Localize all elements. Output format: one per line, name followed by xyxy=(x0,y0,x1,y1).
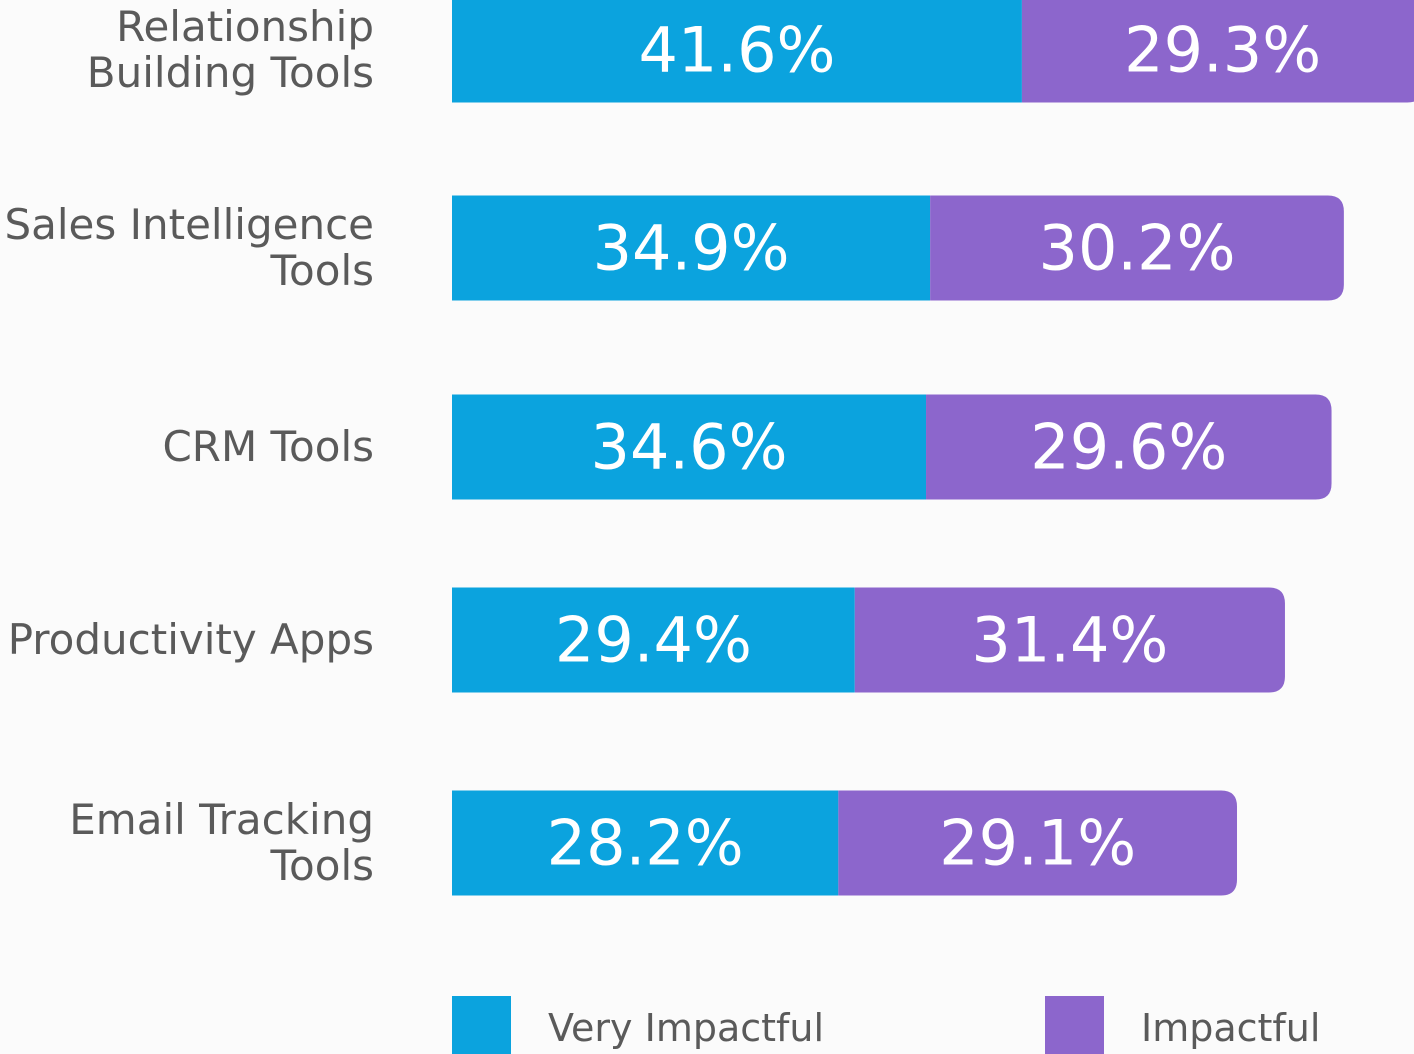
category-label: Sales Intelligence Tools xyxy=(4,200,374,295)
legend-swatch xyxy=(452,996,511,1054)
legend-label: Very Impactful xyxy=(548,1006,824,1050)
value-label: 28.2% xyxy=(547,807,744,880)
bar-segment xyxy=(452,394,927,500)
bar-segment xyxy=(452,195,931,301)
value-label: 41.6% xyxy=(638,14,835,87)
bar-segment xyxy=(452,587,855,693)
bar-segment xyxy=(452,0,1022,103)
value-label: 30.2% xyxy=(1039,212,1236,285)
bar-segment xyxy=(854,587,1285,693)
bar-segment xyxy=(452,790,839,896)
legend-label: Impactful xyxy=(1141,1006,1320,1050)
category-label: Relationship Building Tools xyxy=(86,2,374,97)
value-label: 34.9% xyxy=(593,212,790,285)
category-label: Productivity Apps xyxy=(7,615,374,664)
value-label: 29.3% xyxy=(1124,14,1321,87)
legend-swatch xyxy=(1045,996,1104,1054)
bar-segment xyxy=(930,195,1344,301)
bar-segment xyxy=(838,790,1238,896)
category-label: Email Tracking Tools xyxy=(69,795,374,890)
category-label: CRM Tools xyxy=(162,422,374,471)
value-label: 29.1% xyxy=(939,807,1136,880)
bar-segment xyxy=(1021,0,1414,103)
bar-segment xyxy=(926,394,1332,500)
value-label: 29.4% xyxy=(555,604,752,677)
value-label: 29.6% xyxy=(1030,411,1227,484)
value-label: 34.6% xyxy=(591,411,788,484)
value-label: 31.4% xyxy=(971,604,1168,677)
